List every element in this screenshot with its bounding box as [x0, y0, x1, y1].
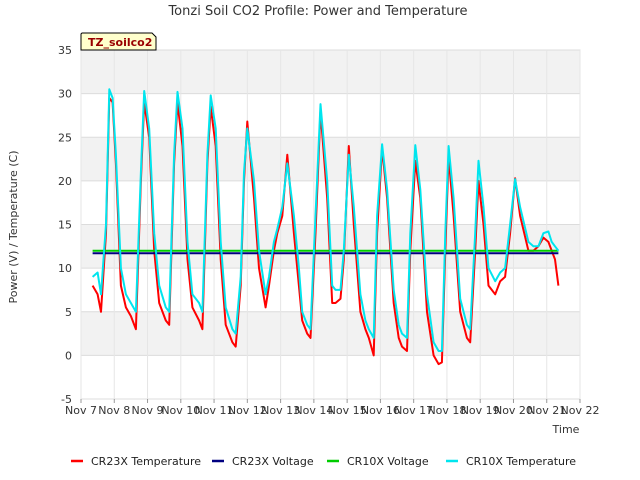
y-tick-label: 5 [65, 306, 72, 319]
x-tick-label: Nov 18 [427, 404, 466, 417]
x-tick-label: Nov 13 [261, 404, 300, 417]
plot-band [81, 50, 580, 94]
legend-label-cr10x-voltage: CR10X Voltage [347, 455, 429, 468]
x-tick-label: Nov 19 [461, 404, 500, 417]
site-label-badge: TZ_soilco2 [80, 32, 157, 51]
x-tick-label: Nov 9 [132, 404, 164, 417]
chart-title: Tonzi Soil CO2 Profile: Power and Temper… [167, 4, 467, 19]
y-tick-label: 0 [65, 349, 72, 362]
plot-band [81, 311, 580, 356]
legend-label-cr10x-temperature: CR10X Temperature [466, 455, 576, 468]
y-tick-label: 15 [58, 219, 72, 232]
x-tick-label: Nov 15 [328, 404, 367, 417]
x-tick-label: Nov 20 [494, 404, 533, 417]
x-tick-label: Nov 7 [65, 404, 97, 417]
y-tick-label: -5 [61, 393, 72, 406]
site-label: TZ_soilco2 [88, 36, 152, 49]
y-axis-title: Power (V) / Temperature (C) [7, 150, 20, 303]
legend: CR23X Temperature CR23X Voltage CR10X Volt… [71, 455, 576, 468]
series-line-cr10x-temperature [91, 88, 560, 352]
x-tick-label: Nov 17 [394, 404, 433, 417]
x-tick-label: Nov 12 [228, 404, 267, 417]
plot-band [81, 137, 580, 181]
x-tick-label: Nov 22 [561, 404, 600, 417]
x-tick-label: Nov 21 [527, 404, 566, 417]
x-tick-label: Nov 11 [195, 404, 234, 417]
legend-label-cr23x-temperature: CR23X Temperature [91, 455, 201, 468]
y-tick-label: 20 [58, 175, 72, 188]
y-tick-label: 30 [58, 88, 72, 101]
y-tick-label: 25 [58, 131, 72, 144]
y-tick-label: 35 [58, 44, 72, 57]
x-axis-title: Time [552, 423, 580, 436]
x-tick-label: Nov 14 [294, 404, 333, 417]
y-tick-label: 10 [58, 262, 72, 275]
plot-band [81, 355, 580, 399]
plot-band [81, 93, 580, 138]
plot-band [81, 180, 580, 225]
x-tick-label: Nov 16 [361, 404, 400, 417]
x-tick-label: Nov 10 [161, 404, 200, 417]
legend-label-cr23x-voltage: CR23X Voltage [232, 455, 314, 468]
x-tick-label: Nov 8 [98, 404, 130, 417]
